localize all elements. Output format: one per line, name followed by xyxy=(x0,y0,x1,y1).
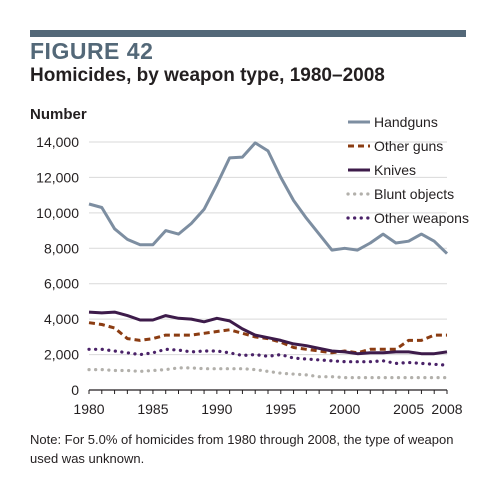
y-tick-label: 10,000 xyxy=(36,205,79,221)
series-line-knives xyxy=(88,310,448,356)
y-tick-label: 4,000 xyxy=(44,311,79,327)
legend-label-handguns: Handguns xyxy=(374,114,438,130)
legend-label-blunt-objects: Blunt objects xyxy=(374,186,454,202)
y-tick-label: 6,000 xyxy=(44,276,79,292)
x-tick-label: 1990 xyxy=(201,401,232,417)
figure-label: FIGURE 42 xyxy=(30,38,154,64)
y-axis-label: Number xyxy=(30,106,87,123)
series-line-other-weapons xyxy=(87,347,449,367)
x-tick-label: 1980 xyxy=(73,401,104,417)
series-line-handguns xyxy=(88,141,449,255)
legend-label-other-weapons: Other weapons xyxy=(374,210,469,226)
legend-label-knives: Knives xyxy=(374,162,416,178)
legend-label-other-guns: Other guns xyxy=(374,138,443,154)
legend: Handguns Other guns Knives Blunt objects Oth… xyxy=(346,114,469,226)
chart-title: Homicides, by weapon type, 1980–2008 xyxy=(30,65,385,86)
axes: 0 2,000 4,000 6,000 8,000 10,000 12,000 14,000 1… xyxy=(36,134,463,417)
y-tick-label: 8,000 xyxy=(44,240,79,256)
figure-top-rule xyxy=(30,30,466,37)
y-tick-label: 0 xyxy=(71,382,79,398)
x-tick-label: 2000 xyxy=(329,401,360,417)
x-tick-label: 2005 xyxy=(393,401,424,417)
series-line-blunt-objects xyxy=(87,366,449,380)
x-tick-label: 1985 xyxy=(137,401,168,417)
x-tick-label: 2008 xyxy=(431,401,462,417)
chart: 0 2,000 4,000 6,000 8,000 10,000 12,000 14,000 1… xyxy=(30,106,469,417)
chart-note: Note: For 5.0% of homicides from 1980 th… xyxy=(30,432,454,466)
x-tick-label: 1995 xyxy=(265,401,296,417)
y-tick-label: 12,000 xyxy=(36,169,79,185)
y-tick-label: 2,000 xyxy=(44,347,79,363)
y-tick-label: 14,000 xyxy=(36,134,79,150)
series-lines xyxy=(87,141,449,380)
